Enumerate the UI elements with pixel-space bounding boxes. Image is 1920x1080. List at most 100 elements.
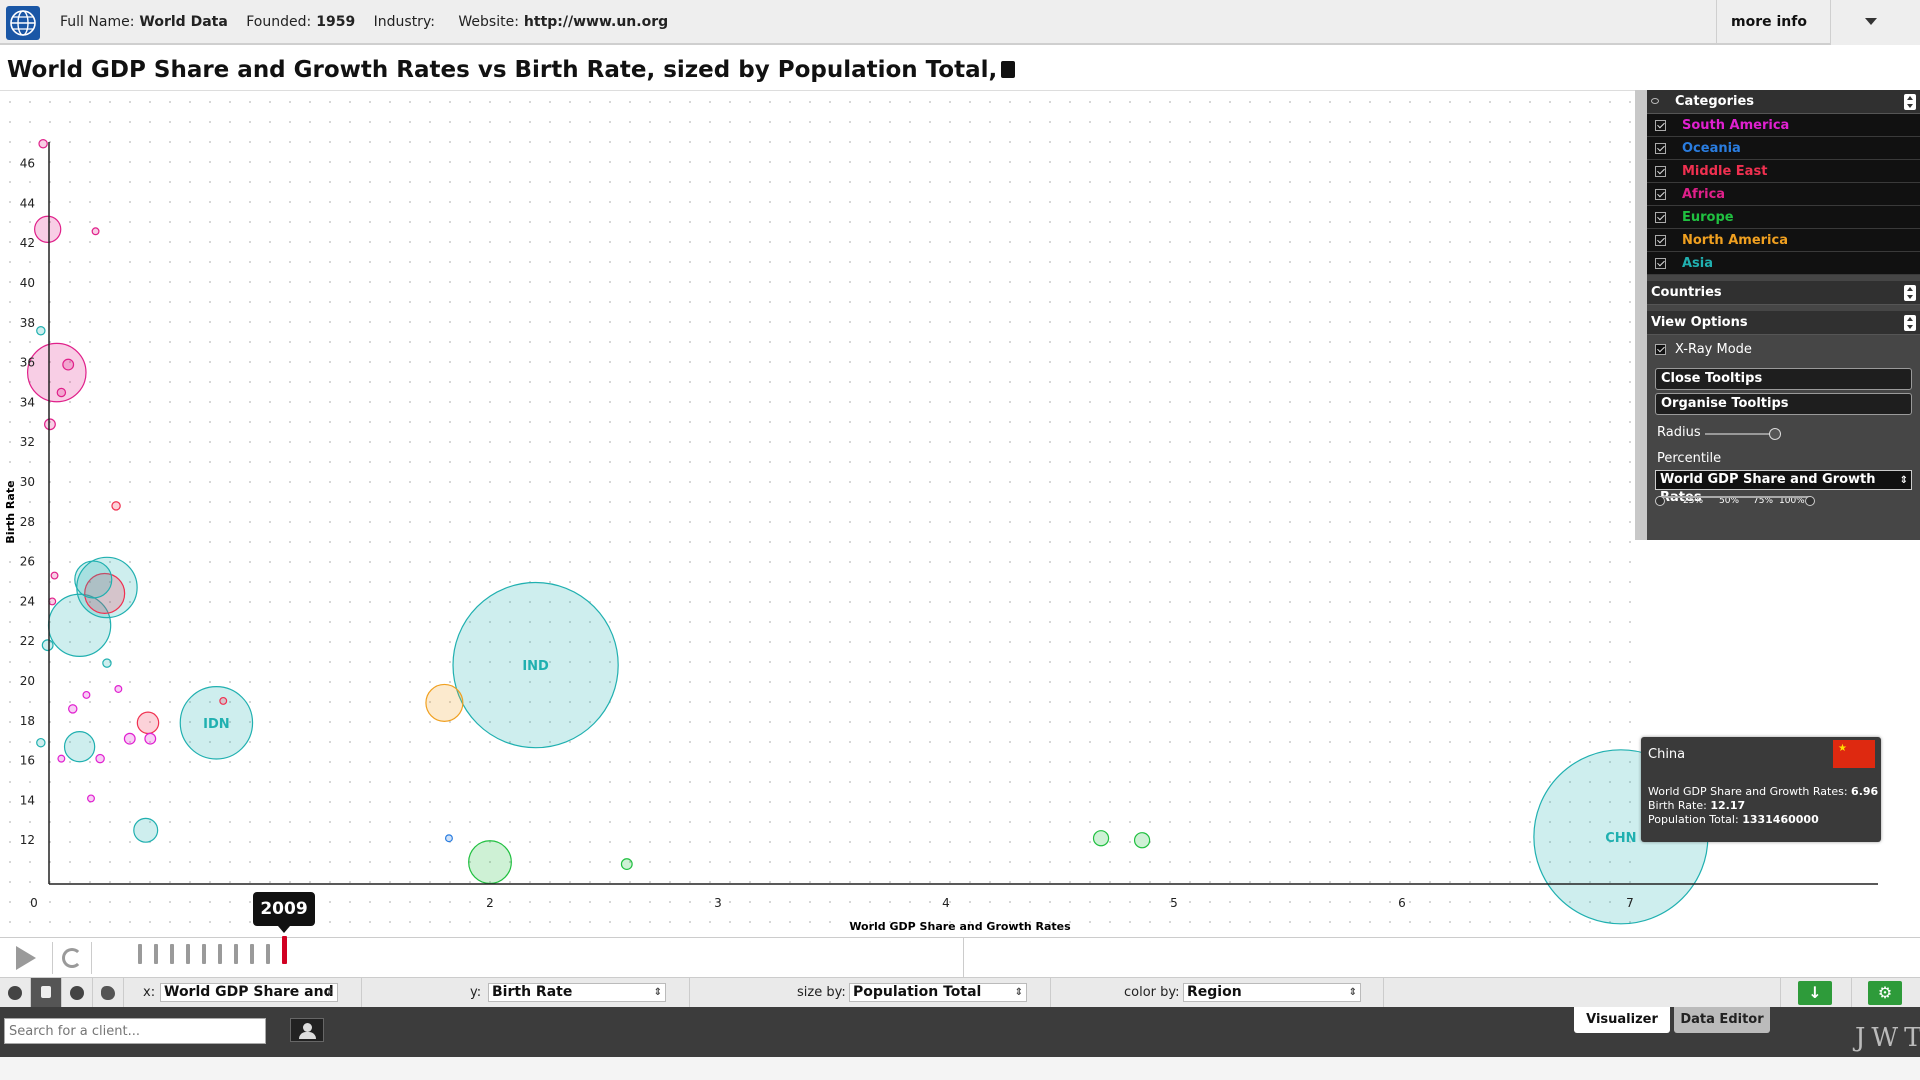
checkbox[interactable]	[1655, 120, 1666, 131]
bubble-south-america[interactable]	[114, 685, 123, 693]
y-axis-select[interactable]: Birth Rate ⇕	[488, 983, 666, 1002]
map-tool-button[interactable]	[62, 978, 93, 1008]
percentile-max-handle[interactable]	[1805, 496, 1815, 506]
radius-slider-track[interactable]	[1705, 433, 1775, 435]
xray-mode-toggle[interactable]: X-Ray Mode	[1647, 335, 1920, 365]
bubble-south-america[interactable]	[68, 704, 78, 714]
bubble-africa[interactable]	[44, 418, 56, 431]
eye-icon[interactable]	[1651, 98, 1659, 104]
bubble-africa[interactable]	[48, 597, 57, 606]
bubble-africa[interactable]	[56, 387, 67, 398]
organise-tooltips-button[interactable]: Organise Tooltips	[1655, 393, 1912, 415]
timeline-year-tick[interactable]	[154, 944, 158, 964]
client-search-input[interactable]	[4, 1018, 266, 1044]
bubble-africa[interactable]	[62, 358, 75, 371]
scatter-tool-button[interactable]	[31, 978, 62, 1008]
timeline-year-tick[interactable]	[250, 944, 254, 964]
settings-button[interactable]: ⚙	[1868, 981, 1902, 1005]
timeline-year-tick[interactable]	[218, 944, 222, 964]
more-info-button[interactable]	[1830, 0, 1920, 45]
checkbox[interactable]	[1655, 212, 1666, 223]
timeline-year-tick[interactable]	[186, 944, 190, 964]
timeline-year-tick[interactable]	[170, 944, 174, 964]
checkbox[interactable]	[1655, 258, 1666, 269]
categories-header[interactable]: Categories	[1647, 90, 1920, 114]
edit-title-icon[interactable]	[1001, 61, 1016, 78]
percentile-select[interactable]: World GDP Share and Growth Rates⇕	[1655, 470, 1912, 505]
download-button[interactable]: ↓	[1798, 981, 1832, 1005]
bubble-asia[interactable]	[179, 686, 254, 760]
download-icon: ↓	[1808, 983, 1822, 1002]
color-by-select[interactable]: Region ⇕	[1183, 983, 1361, 1002]
category-item-africa[interactable]: Africa	[1647, 183, 1920, 206]
bubble-north-america[interactable]	[425, 683, 464, 722]
xray-checkbox[interactable]	[1655, 344, 1666, 355]
bubble-asia[interactable]	[41, 639, 54, 652]
category-item-asia[interactable]: Asia	[1647, 252, 1920, 275]
countries-header[interactable]: Countries	[1647, 281, 1920, 305]
bubble-south-america[interactable]	[144, 732, 157, 745]
timeline-year-tick[interactable]	[202, 944, 206, 964]
dropdown-toggle-icon[interactable]	[1904, 94, 1916, 110]
category-item-oceania[interactable]: Oceania	[1647, 137, 1920, 160]
bubble-africa[interactable]	[91, 227, 100, 236]
category-item-europe[interactable]: Europe	[1647, 206, 1920, 229]
size-by-select[interactable]: Population Total ⇕	[849, 983, 1027, 1002]
timeline-year-tick[interactable]	[266, 944, 270, 964]
gear-icon: ⚙	[1877, 983, 1893, 1002]
tab-visualizer[interactable]: Visualizer	[1574, 1007, 1670, 1033]
view-options-header[interactable]: View Options	[1647, 311, 1920, 335]
bubble-africa[interactable]	[38, 138, 48, 149]
tab-data-editor[interactable]: Data Editor	[1674, 1007, 1770, 1033]
category-item-middle-east[interactable]: Middle East	[1647, 160, 1920, 183]
bubble-tool-button[interactable]	[0, 978, 31, 1008]
twitter-button[interactable]	[93, 978, 124, 1008]
x-axis-select[interactable]: World GDP Share and ... ⇕	[160, 983, 338, 1002]
bubble-middle-east[interactable]	[219, 696, 228, 705]
bubble-europe[interactable]	[1092, 830, 1110, 847]
more-info-label[interactable]: more info	[1716, 0, 1830, 45]
bubble-south-america[interactable]	[95, 753, 105, 764]
play-button[interactable]	[14, 944, 42, 972]
bubble-europe[interactable]	[468, 840, 512, 885]
website-link[interactable]: http://www.un.org	[523, 14, 669, 30]
bubble-south-america[interactable]	[82, 690, 91, 699]
bubble-asia[interactable]	[36, 326, 46, 336]
bubble-africa[interactable]	[26, 342, 87, 403]
bubble-africa[interactable]	[34, 215, 62, 243]
timeline-current-year-handle[interactable]	[282, 936, 287, 964]
timeline-year-tick[interactable]	[234, 944, 238, 964]
bubble-south-america[interactable]	[57, 754, 66, 763]
dropdown-toggle-icon[interactable]	[1904, 315, 1916, 331]
radius-slider-handle[interactable]	[1769, 428, 1781, 440]
bubble-asia[interactable]	[74, 560, 113, 599]
bubble-asia[interactable]	[133, 817, 159, 843]
category-item-north-america[interactable]: North America	[1647, 229, 1920, 252]
user-button[interactable]	[290, 1018, 324, 1042]
bubble-asia[interactable]	[36, 737, 46, 748]
checkbox[interactable]	[1655, 235, 1666, 246]
bubble-south-america[interactable]	[87, 794, 95, 803]
checkbox[interactable]	[1655, 189, 1666, 200]
bubble-tooltip[interactable]: China ★ World GDP Share and Growth Rates…	[1641, 737, 1881, 842]
bubble-asia[interactable]	[63, 731, 96, 763]
bubble-europe[interactable]	[1133, 832, 1151, 849]
bubble-middle-east[interactable]	[136, 711, 160, 735]
bubble-oceania[interactable]	[444, 834, 453, 843]
checkbox[interactable]	[1655, 143, 1666, 154]
bubble-africa[interactable]	[50, 571, 59, 580]
bubble-asia[interactable]	[102, 658, 112, 668]
replay-button[interactable]	[52, 942, 92, 974]
close-tooltips-button[interactable]: Close Tooltips	[1655, 368, 1912, 390]
timeline-year-tick[interactable]	[138, 944, 142, 964]
bubble-south-america[interactable]	[123, 732, 136, 745]
checkbox[interactable]	[1655, 166, 1666, 177]
percentile-min-handle[interactable]	[1655, 496, 1665, 506]
bubble-europe[interactable]	[620, 858, 633, 871]
dropdown-toggle-icon[interactable]	[1904, 285, 1916, 301]
bubble-asia[interactable]	[452, 581, 619, 749]
percentile-slider-track[interactable]	[1659, 496, 1811, 498]
category-item-south-america[interactable]: South America	[1647, 114, 1920, 137]
bubble-middle-east[interactable]	[111, 501, 121, 511]
